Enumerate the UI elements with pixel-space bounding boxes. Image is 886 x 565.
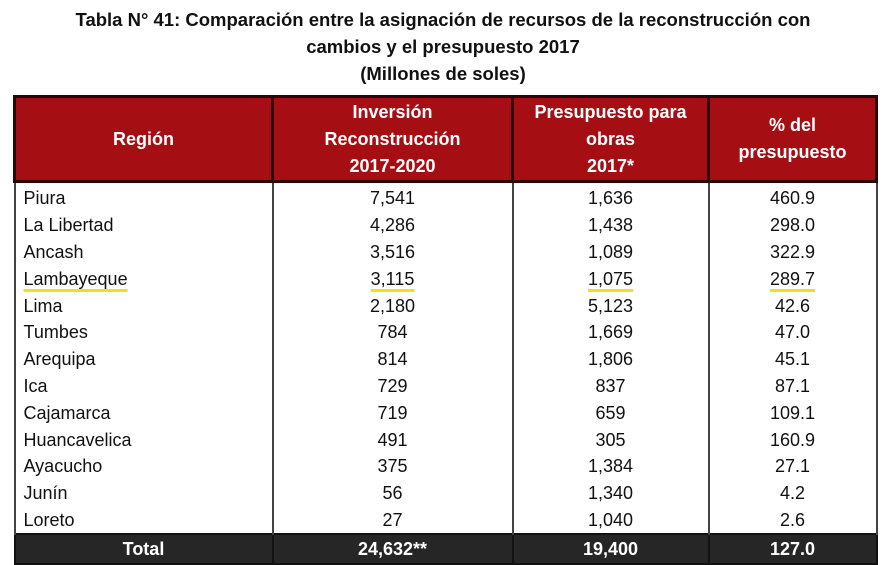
total-percent: 127.0: [707, 533, 878, 565]
table-row: Tumbes 784 1,669 47.0: [13, 318, 878, 346]
investment-cell: 491: [271, 426, 514, 453]
percent-cell: 47.0: [707, 318, 878, 346]
table-row: Loreto 27 1,040 2.6: [13, 506, 878, 535]
total-row: Total 24,632** 19,400 127.0: [13, 533, 878, 565]
region-cell: Ancash: [13, 238, 274, 266]
region-cell: Tumbes: [13, 318, 274, 346]
investment-cell: 3,516: [271, 238, 514, 266]
investment-cell: 2,180: [271, 292, 514, 319]
table-row: La Libertad 4,286 1,438 298.0: [13, 211, 878, 239]
header-budget: Presupuesto para obras 2017*: [511, 95, 710, 183]
budget-cell: 1,669: [511, 318, 710, 346]
percent-cell: 322.9: [707, 238, 878, 266]
region-cell: Huancavelica: [13, 426, 274, 453]
investment-cell: 375: [271, 452, 514, 480]
budget-cell: 5,123: [511, 292, 710, 319]
percent-cell: 2.6: [707, 506, 878, 535]
table-row: Junín 56 1,340 4.2: [13, 479, 878, 507]
investment-cell: 729: [271, 372, 514, 400]
table-row: Ica 729 837 87.1: [13, 372, 878, 400]
table-row: Lima 2,180 5,123 42.6: [13, 292, 878, 319]
budget-cell: 1,075: [511, 265, 710, 293]
region-cell: Cajamarca: [13, 399, 274, 427]
investment-cell: 784: [271, 318, 514, 346]
investment-cell: 27: [271, 506, 514, 535]
region-cell: Arequipa: [13, 345, 274, 373]
caption-title: Tabla N° 41: Comparación entre la asigna…: [75, 9, 811, 30]
investment-cell: 719: [271, 399, 514, 427]
percent-cell: 45.1: [707, 345, 878, 373]
investment-cell: 814: [271, 345, 514, 373]
region-cell: Piura: [13, 181, 274, 212]
region-cell: Ayacucho: [13, 452, 274, 480]
budget-cell: 1,340: [511, 479, 710, 507]
budget-cell: 1,089: [511, 238, 710, 266]
investment-cell: 7,541: [271, 181, 514, 212]
investment-cell: 56: [271, 479, 514, 507]
total-investment: 24,632**: [271, 533, 514, 565]
region-cell: Ica: [13, 372, 274, 400]
percent-cell: 289.7: [707, 265, 878, 293]
highlighted-text: 1,075: [587, 268, 634, 289]
region-cell: Lima: [13, 292, 274, 319]
table-row: Arequipa 814 1,806 45.1: [13, 345, 878, 373]
investment-cell: 4,286: [271, 211, 514, 239]
budget-cell: 1,806: [511, 345, 710, 373]
region-cell: Loreto: [13, 506, 274, 535]
total-budget: 19,400: [511, 533, 710, 565]
percent-cell: 298.0: [707, 211, 878, 239]
table-row: Piura 7,541 1,636 460.9: [13, 181, 878, 212]
data-table: Región Inversión Reconstrucción 2017-202…: [13, 95, 878, 565]
investment-cell: 3,115: [271, 265, 514, 293]
region-cell: La Libertad: [13, 211, 274, 239]
header-row: Región Inversión Reconstrucción 2017-202…: [13, 95, 878, 183]
budget-cell: 1,438: [511, 211, 710, 239]
region-cell: Junín: [13, 479, 274, 507]
percent-cell: 4.2: [707, 479, 878, 507]
highlighted-text: Lambayeque: [23, 268, 128, 289]
percent-cell: 460.9: [707, 181, 878, 212]
table-caption: Tabla N° 41: Comparación entre la asigna…: [0, 6, 886, 87]
caption-units: (Millones de soles): [360, 63, 526, 84]
budget-cell: 305: [511, 426, 710, 453]
budget-cell: 837: [511, 372, 710, 400]
header-investment: Inversión Reconstrucción 2017-2020: [271, 95, 514, 183]
budget-cell: 1,636: [511, 181, 710, 212]
budget-cell: 1,040: [511, 506, 710, 535]
table-row: Ancash 3,516 1,089 322.9: [13, 238, 878, 266]
region-cell: Lambayeque: [13, 265, 274, 293]
budget-cell: 1,384: [511, 452, 710, 480]
highlighted-text: 289.7: [769, 268, 816, 289]
percent-cell: 87.1: [707, 372, 878, 400]
header-percent: % del presupuesto: [707, 95, 878, 183]
caption-subtitle: cambios y el presupuesto 2017: [306, 36, 580, 57]
total-label: Total: [13, 533, 274, 565]
highlighted-text: 3,115: [370, 268, 415, 289]
budget-cell: 659: [511, 399, 710, 427]
header-region: Región: [13, 95, 274, 183]
table-row-highlighted: Lambayeque 3,115 1,075 289.7: [13, 265, 878, 293]
table-row: Ayacucho 375 1,384 27.1: [13, 452, 878, 480]
percent-cell: 42.6: [707, 292, 878, 319]
percent-cell: 27.1: [707, 452, 878, 480]
percent-cell: 160.9: [707, 426, 878, 453]
table-row: Huancavelica 491 305 160.9: [13, 426, 878, 453]
percent-cell: 109.1: [707, 399, 878, 427]
table-row: Cajamarca 719 659 109.1: [13, 399, 878, 427]
